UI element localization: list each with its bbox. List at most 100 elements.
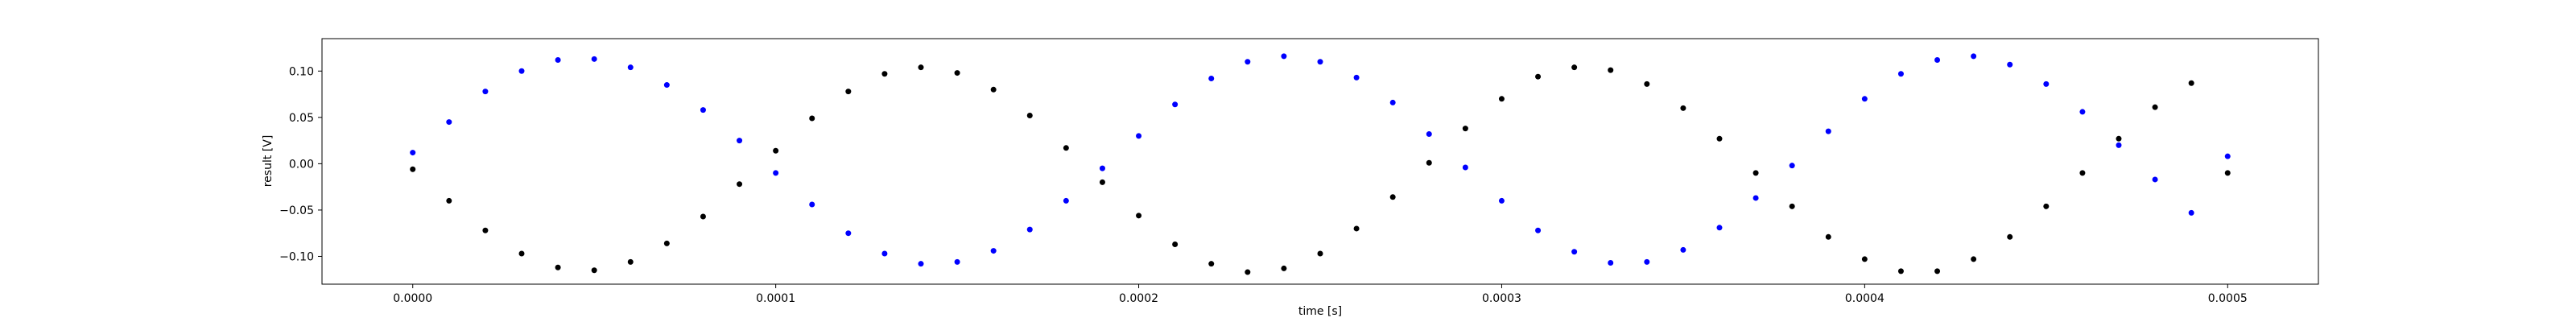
data-point <box>1861 256 1868 262</box>
data-point <box>1644 80 1650 87</box>
data-point <box>1136 213 1142 219</box>
y-tick-label: −0.10 <box>279 250 314 263</box>
x-axis: 0.0000 0.0001 0.0002 0.0003 0.0004 0.0005 <box>393 284 2248 305</box>
data-point <box>881 71 888 77</box>
data-point <box>1716 135 1723 142</box>
x-tick-label: 0.0004 <box>1845 292 1885 305</box>
data-point <box>1317 59 1323 65</box>
data-point <box>2079 170 2086 176</box>
data-point <box>1680 105 1686 111</box>
data-point <box>1608 260 1614 266</box>
x-tick-label: 0.0000 <box>393 292 432 305</box>
data-point <box>1861 96 1868 102</box>
data-point <box>845 230 852 237</box>
data-point <box>1608 67 1614 73</box>
data-point <box>1462 164 1468 171</box>
data-point <box>1971 53 1977 60</box>
plot-frame <box>321 38 2319 285</box>
data-point <box>1172 101 1179 108</box>
y-tick-label: 0.10 <box>289 65 314 78</box>
data-point <box>627 258 634 265</box>
data-point <box>2116 135 2122 142</box>
data-point <box>555 56 561 63</box>
data-point <box>1752 170 1759 176</box>
data-point <box>1208 261 1215 267</box>
data-point <box>410 166 416 172</box>
data-point <box>1498 197 1505 204</box>
data-point <box>1172 242 1179 248</box>
data-point <box>1716 225 1723 231</box>
data-point <box>773 170 779 176</box>
data-point <box>1462 126 1468 132</box>
data-point <box>737 138 743 144</box>
data-point <box>482 227 489 233</box>
data-point <box>1535 227 1542 233</box>
data-point <box>1934 56 1941 63</box>
data-point <box>1208 75 1215 81</box>
data-point <box>663 240 670 246</box>
data-point <box>1281 53 1287 60</box>
y-tick-label: 0.00 <box>289 158 314 171</box>
data-point <box>2043 80 2050 87</box>
data-point <box>627 64 634 71</box>
data-point <box>446 197 452 204</box>
data-point <box>1063 197 1069 204</box>
data-point <box>591 267 597 274</box>
data-point <box>881 250 888 257</box>
data-point <box>954 70 960 76</box>
data-point <box>1825 128 1831 134</box>
data-point <box>2007 61 2013 68</box>
data-point <box>1353 225 1360 232</box>
data-point <box>1571 249 1578 255</box>
data-point <box>990 86 997 93</box>
data-point <box>1971 256 1977 262</box>
data-point <box>1281 265 1287 271</box>
data-point <box>482 89 489 95</box>
data-point <box>1535 73 1542 80</box>
data-point <box>2224 153 2231 159</box>
x-tick-label: 0.0003 <box>1482 292 1521 305</box>
x-tick-label: 0.0002 <box>1119 292 1158 305</box>
data-point <box>446 119 452 126</box>
data-point <box>1245 269 1251 275</box>
data-point <box>2007 233 2013 240</box>
data-point <box>809 201 815 208</box>
y-tick-label: −0.05 <box>279 204 314 217</box>
data-point <box>1789 163 1795 169</box>
data-point <box>700 107 706 114</box>
x-tick-label: 0.0001 <box>756 292 795 305</box>
data-point <box>1644 258 1650 265</box>
data-point <box>737 181 743 188</box>
data-point <box>1026 113 1033 119</box>
data-point <box>2188 80 2194 86</box>
data-point <box>2224 170 2231 176</box>
data-point <box>1897 71 1904 77</box>
data-point <box>990 248 997 254</box>
data-point <box>1789 203 1795 209</box>
data-point <box>2188 209 2194 216</box>
data-point <box>1136 133 1142 139</box>
data-point <box>1897 268 1904 275</box>
data-point <box>1389 194 1396 200</box>
plot-points <box>410 53 2231 275</box>
data-point <box>1752 195 1759 201</box>
data-point <box>1498 96 1505 102</box>
data-point <box>555 264 561 270</box>
data-point <box>410 150 416 156</box>
data-point <box>809 115 815 122</box>
x-tick-label: 0.0005 <box>2208 292 2248 305</box>
data-point <box>2152 176 2158 183</box>
data-point <box>918 261 924 267</box>
data-point <box>1934 268 1941 275</box>
data-point <box>918 64 924 71</box>
y-tick-label: 0.05 <box>289 112 314 125</box>
data-point <box>1680 246 1686 253</box>
y-axis: 0.10 0.05 0.00 −0.05 −0.10 <box>279 65 322 263</box>
data-point <box>845 89 852 95</box>
data-point <box>2043 203 2050 209</box>
data-point <box>1571 64 1578 71</box>
data-point <box>663 82 670 89</box>
data-point <box>1026 226 1033 233</box>
data-point <box>700 213 706 220</box>
